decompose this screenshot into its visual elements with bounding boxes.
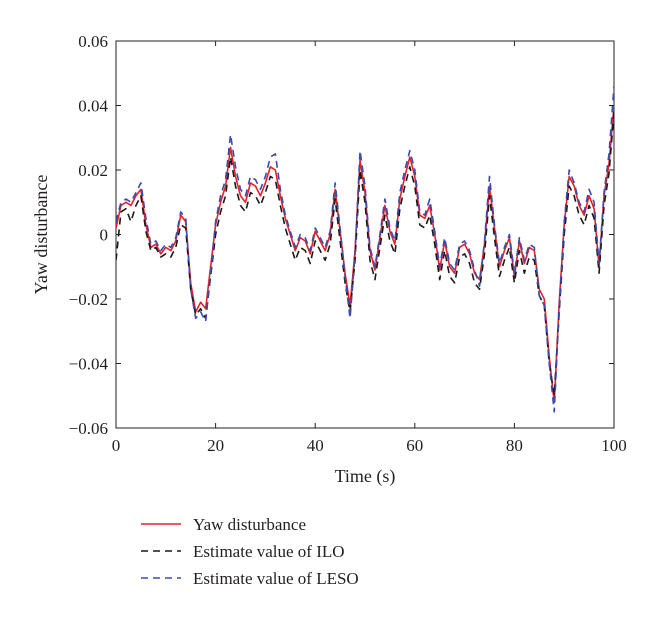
y-axis-label: Yaw disturbance bbox=[31, 175, 51, 295]
series-line-2 bbox=[116, 86, 614, 413]
x-tick-label: 20 bbox=[207, 436, 224, 455]
y-tick-label: −0.04 bbox=[69, 355, 109, 374]
series-line-1 bbox=[116, 111, 614, 397]
legend-label-1: Estimate value of ILO bbox=[193, 542, 345, 561]
series-layer bbox=[116, 86, 614, 413]
y-tick-label: −0.06 bbox=[69, 419, 108, 438]
x-axis-label: Time (s) bbox=[335, 466, 396, 487]
tick-label-layer: 0 20 40 60 80 100 −0.06 −0.04 −0.02 0 0.02 0.04 0.06 bbox=[69, 32, 627, 455]
tick-layer bbox=[115, 40, 615, 429]
legend-label-2: Estimate value of LESO bbox=[193, 569, 359, 588]
series-line-0 bbox=[116, 105, 614, 404]
y-tick-label: 0.04 bbox=[78, 97, 108, 116]
x-tick-label: 80 bbox=[506, 436, 523, 455]
x-tick-label: 60 bbox=[406, 436, 423, 455]
y-tick-label: −0.02 bbox=[69, 290, 108, 309]
y-tick-label: 0 bbox=[100, 226, 109, 245]
x-tick-label: 0 bbox=[112, 436, 121, 455]
plot-area bbox=[115, 40, 615, 429]
legend-label-0: Yaw disturbance bbox=[193, 515, 306, 534]
y-tick-label: 0.02 bbox=[78, 161, 108, 180]
x-tick-label: 100 bbox=[601, 436, 627, 455]
x-tick-label: 40 bbox=[307, 436, 324, 455]
y-tick-label: 0.06 bbox=[78, 32, 108, 51]
legend: Yaw disturbance Estimate value of ILO Esti… bbox=[141, 515, 359, 588]
